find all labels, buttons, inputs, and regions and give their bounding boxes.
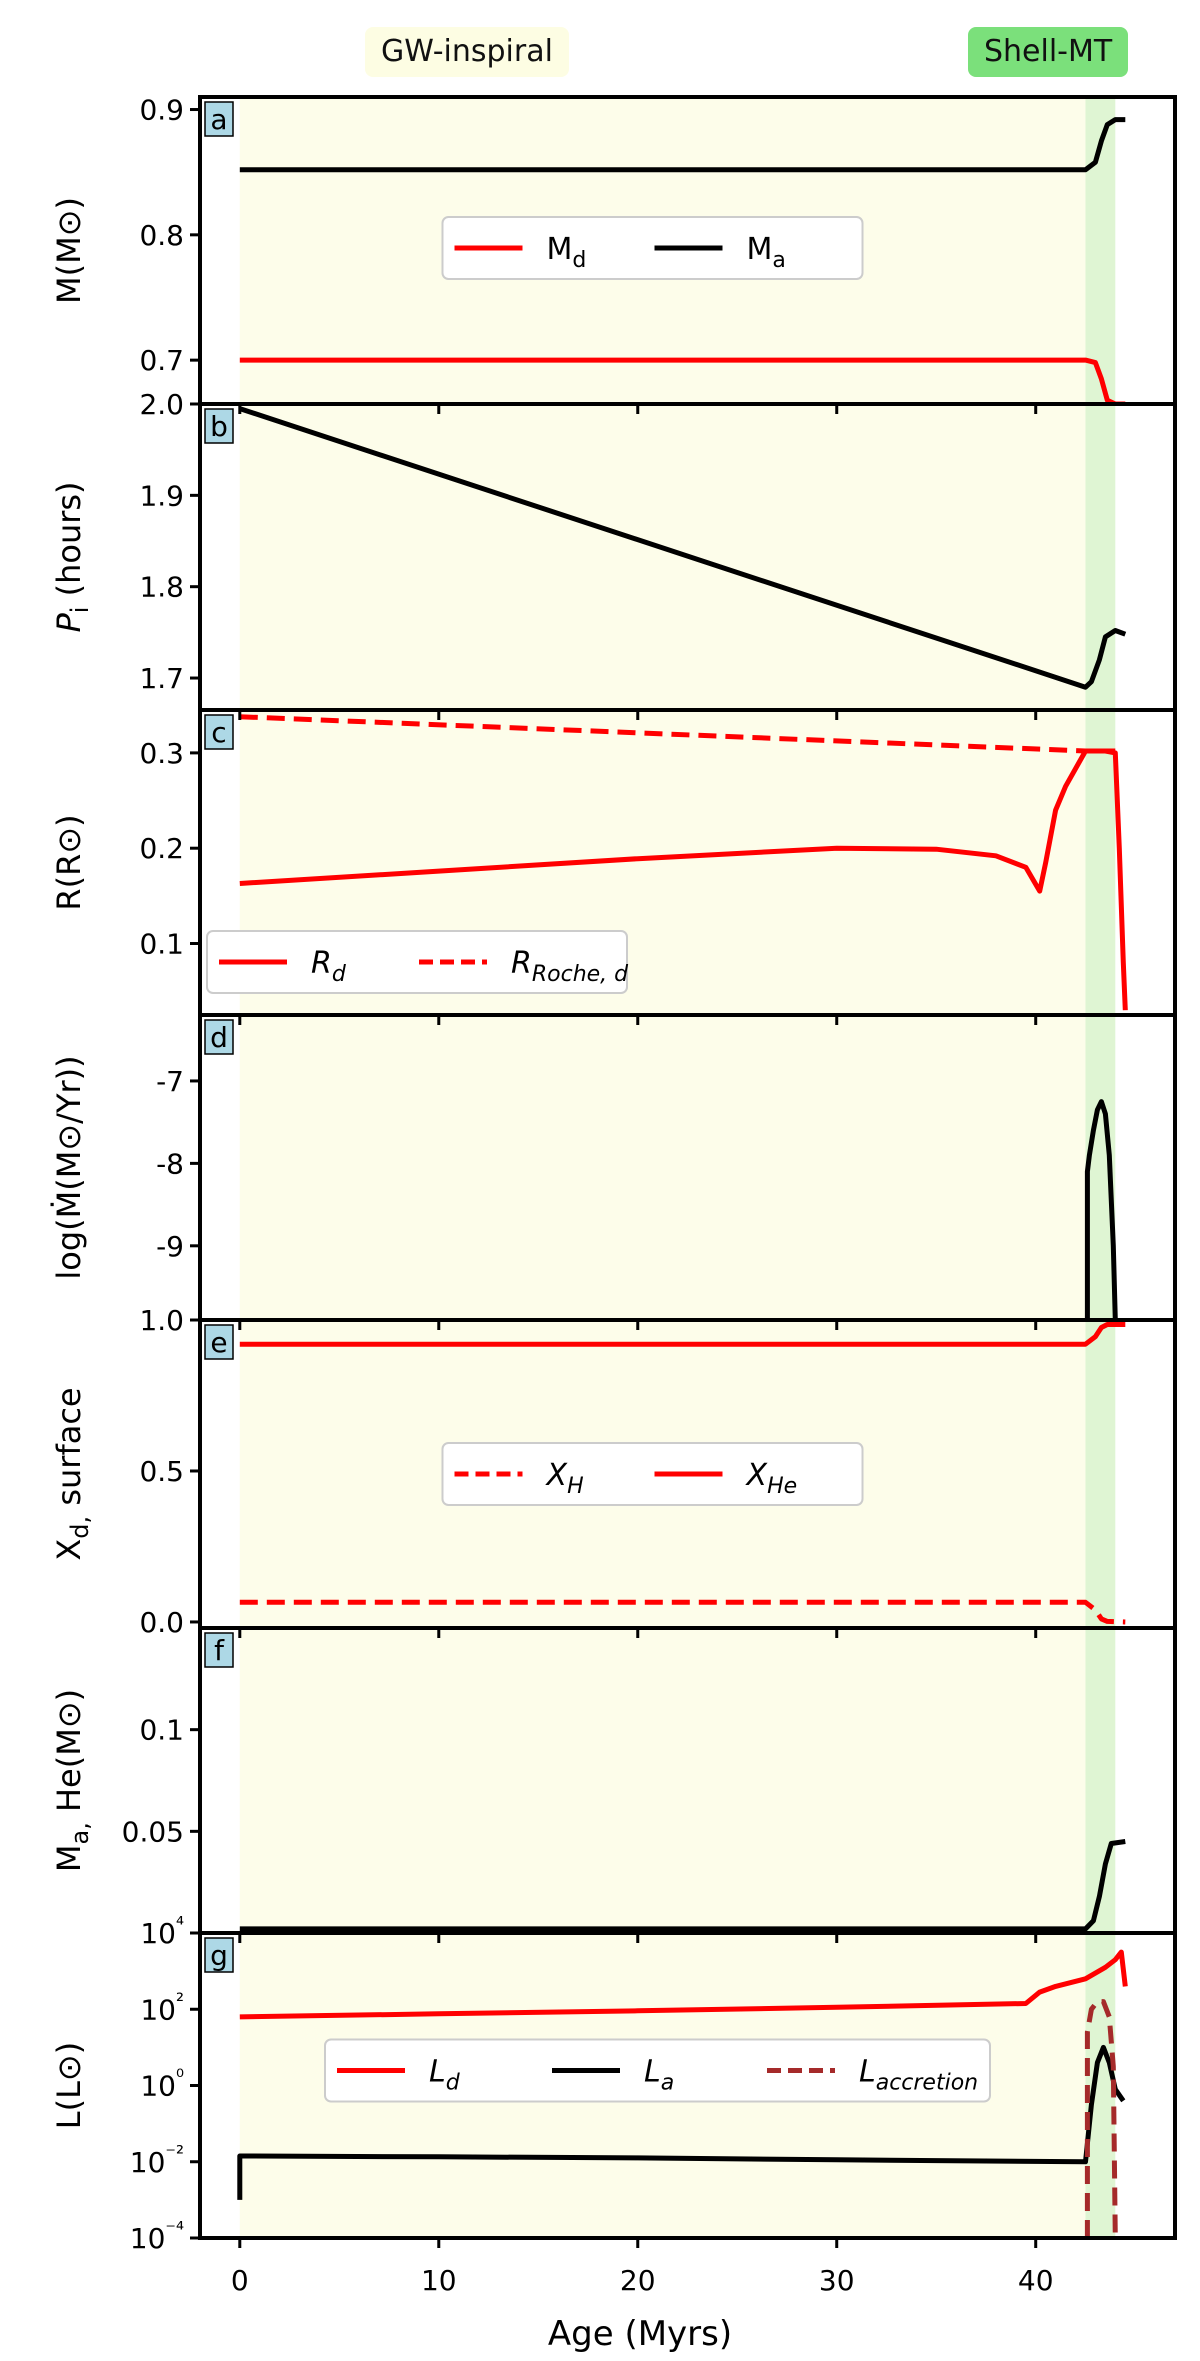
- legend-e-box: [441, 1442, 864, 1506]
- y-axis-label-c: R(R⊙): [50, 814, 88, 910]
- y-tick-label-g: 10⁰: [140, 2065, 184, 2103]
- x-tick-label: 20: [620, 2264, 656, 2297]
- y-tick-label-c: 0.2: [139, 832, 184, 865]
- panel-tag-g-box: [204, 1937, 234, 1973]
- series-Mdot-line: [1084, 1099, 1118, 1320]
- series-MaHe-line: [239, 1839, 1126, 1932]
- legend-g-box: [324, 2038, 991, 2103]
- y-axis-label-g: L(L⊙): [50, 2042, 88, 2129]
- panel-tag-g: g: [210, 1939, 228, 1972]
- series-Ld-line: [239, 1949, 1128, 2020]
- y-tick-label-d: -9: [156, 1230, 184, 1263]
- panel-tag-a: a: [210, 103, 227, 136]
- legend-Ld-label: Ld: [429, 2055, 461, 2096]
- series-Md-line: [239, 357, 1126, 404]
- y-tick-label-g: 10²: [140, 1988, 184, 2026]
- legends-layer: Md Ma Rd RRoche, d XH XHe Ld La Laccretion: [206, 216, 991, 2103]
- y-axis-label-f: Ma, He(M⊙): [50, 1689, 94, 1872]
- phase-label-gw-inspiral: GW-inspiral: [365, 27, 569, 77]
- series-P-line: [239, 406, 1127, 690]
- series-Ma-line: [239, 117, 1126, 173]
- y-tick-label-e: 0.0: [139, 1606, 184, 1639]
- data-layer: [237, 117, 1128, 2238]
- y-tick-label-b: 1.7: [139, 662, 184, 695]
- y-tick-label-g: 10⁻²: [130, 2141, 184, 2179]
- shell-mt-band-g: [1085, 1933, 1116, 2238]
- series-Lacc-line: [1084, 1999, 1118, 2238]
- panel-tag-b: b: [210, 410, 228, 443]
- legend-Rd-label: Rd: [311, 946, 347, 987]
- y-tick-label-a: 0.9: [139, 94, 184, 127]
- legend-Lacc-label: Laccretion: [859, 2055, 978, 2096]
- x-tick-label: 30: [819, 2264, 855, 2297]
- panel-tag-c-box: [204, 714, 234, 750]
- y-tick-label-e: 0.5: [139, 1455, 184, 1488]
- series-Rd-line: [239, 748, 1128, 1011]
- y-tick-label-g: 10⁴: [140, 1912, 184, 1950]
- legend-La-label: La: [644, 2055, 674, 2096]
- phase-bands-layer: [239, 97, 1116, 2238]
- y-tick-label-b: 2.0: [139, 388, 184, 421]
- x-tick-label: 10: [421, 2264, 457, 2297]
- y-tick-label-d: -7: [156, 1065, 184, 1098]
- axes-frames-layer: [190, 95, 1177, 2248]
- legend-Md-label: Md: [547, 232, 587, 273]
- text-layer: 0.7 0.8 0.9 a M(M⊙) 1.7 1.8 1.9 2.0 b Pi (hours) 0.…: [50, 94, 1054, 2297]
- x-tick-label: 0: [231, 2264, 249, 2297]
- y-tick-label-e: 1.0: [139, 1304, 184, 1337]
- gw-inspiral-band-f: [239, 1628, 1086, 1933]
- y-tick-label-a: 0.7: [139, 344, 184, 377]
- shell-mt-band-c: [1085, 710, 1116, 1015]
- shell-mt-band-e: [1085, 1320, 1116, 1628]
- y-axis-label-a: M(M⊙): [50, 197, 88, 304]
- legend-XHe-label: XHe: [745, 1458, 798, 1499]
- y-tick-label-b: 1.8: [139, 571, 184, 604]
- y-tick-label-d: -8: [156, 1147, 184, 1180]
- legend-RRoche-label: RRoche, d: [511, 946, 629, 987]
- panel-tag-d: d: [210, 1021, 228, 1054]
- x-tick-label: 40: [1018, 2264, 1054, 2297]
- legend-XH-label: XH: [545, 1458, 584, 1499]
- y-tick-label-b: 1.9: [139, 479, 184, 512]
- panel-tag-f: f: [214, 1634, 225, 1667]
- y-tick-label-f: 0.1: [139, 1714, 184, 1747]
- legend-Ma-label: Ma: [747, 232, 786, 273]
- y-axis-label-d: log(Ṁ(M⊙/Yr)): [50, 1055, 88, 1279]
- panel-tag-e-box: [204, 1324, 234, 1360]
- series-La-line: [237, 2044, 1126, 2200]
- x-axis-label: Age (Myrs): [548, 2314, 732, 2354]
- y-axis-label-b: Pi (hours): [50, 481, 94, 632]
- y-tick-label-g: 10⁻⁴: [130, 2217, 184, 2255]
- phase-label-shell-mt: Shell-MT: [968, 27, 1129, 77]
- panel-tag-b-box: [204, 408, 234, 444]
- panel-tag-d-box: [204, 1019, 234, 1055]
- panel-tag-f-box: [204, 1632, 234, 1668]
- legend-c-box: [206, 930, 628, 994]
- y-tick-label-c: 0.3: [139, 737, 184, 770]
- gw-inspiral-band-d: [239, 1015, 1086, 1320]
- panel-tag-a-box: [204, 101, 234, 137]
- series-XH-line: [239, 1599, 1126, 1625]
- y-axis-label-e: Xd, surface: [50, 1387, 94, 1560]
- y-tick-label-a: 0.8: [139, 219, 184, 252]
- series-XHe-line: [239, 1322, 1126, 1347]
- y-tick-label-f: 0.05: [122, 1815, 184, 1848]
- y-tick-label-c: 0.1: [139, 928, 184, 961]
- series-RRoche-line: [239, 714, 1116, 754]
- panel-tag-c: c: [211, 716, 226, 749]
- panel-tag-e: e: [210, 1326, 227, 1359]
- legend-a-box: [441, 216, 864, 280]
